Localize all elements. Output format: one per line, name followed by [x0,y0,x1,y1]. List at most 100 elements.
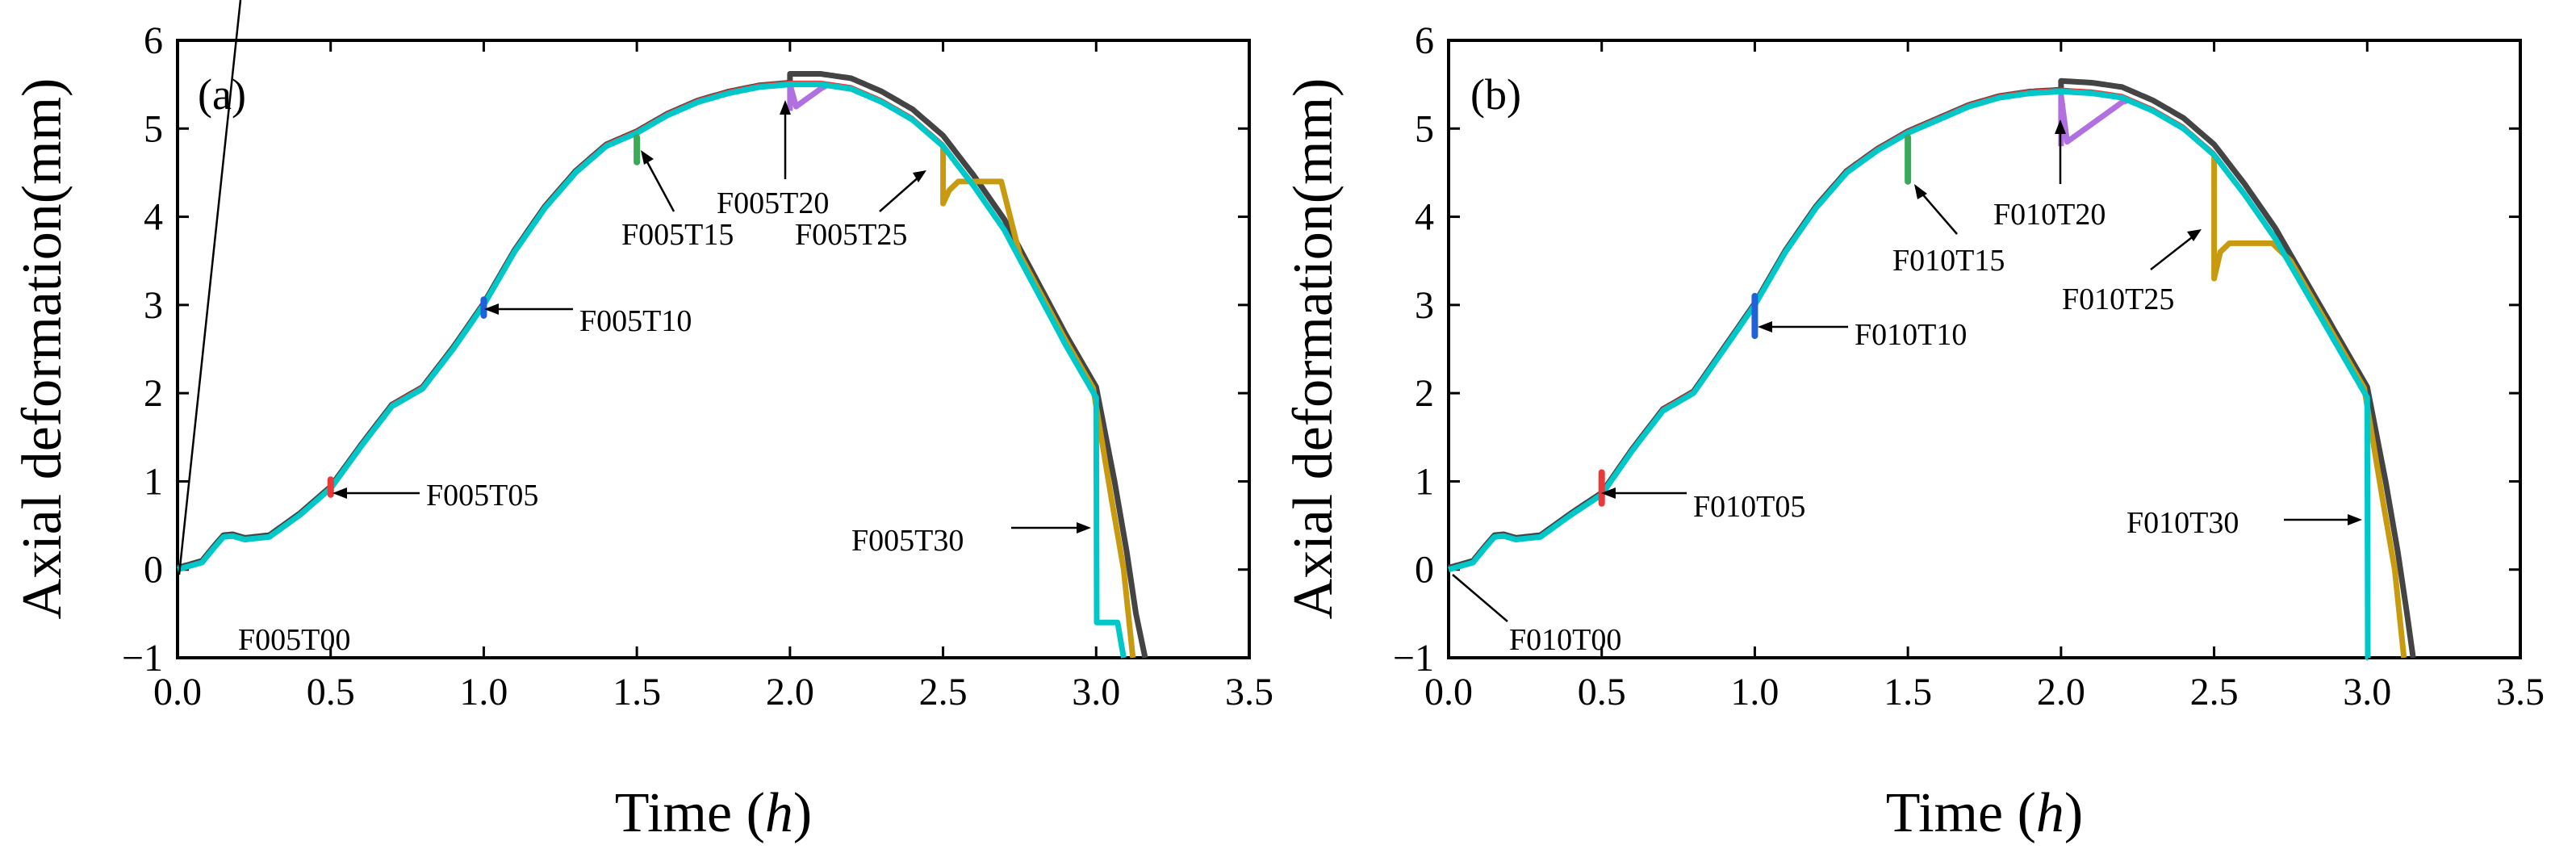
series-f005t05-trace [329,80,975,487]
arrow-f005t05-head [332,487,347,499]
series-f010t25 [2211,155,2407,659]
panel-a-xlabel-var: h [765,782,793,844]
panel-b-annotation-f010t30: F010T30 [2126,506,2362,540]
x-tick-label: 1.0 [459,671,508,713]
x-tick-label: 3.0 [1072,671,1120,713]
arrow-f010t15-line [1920,191,1958,235]
annotation-f010t20: F010T20 [1993,198,2106,232]
y-tick-label: 3 [144,284,163,327]
arrow-f010t30-head [2348,514,2362,525]
panel-a-label: (a) [198,70,246,119]
arrow-f005t30-head [1077,522,1091,533]
annotation-f010t05: F010T05 [1693,490,1805,524]
y-tick-label: −1 [122,637,163,680]
arrow-f010t05-head [1601,487,1616,499]
arrow-f005t25-head [913,170,926,182]
panel-a-curves [177,71,1148,659]
annotation-f010t15: F010T15 [1892,244,2005,278]
panel-b-annotation-f010t05: F010T05 [1601,487,1805,524]
arrow-f005t10-head [484,303,499,315]
arrow-f010t15-head [1914,184,1927,199]
annotation-f005t00: F005T00 [238,623,350,657]
panel-a-ylabel: Axial deformation(mm) [11,78,73,620]
series-f005t30 [177,71,1148,659]
series-f010t20 [2058,92,2136,147]
x-tick-label: 0.5 [1578,671,1626,713]
annotation-f005t10: F005T10 [579,304,692,338]
arrow-f010t10-head [1758,321,1772,333]
arrow-f005t00-line [178,0,242,575]
x-tick-label: 0.0 [1424,671,1473,713]
annotation-f010t25: F010T25 [2062,282,2174,316]
panel-b-ylabel: Axial deformation(mm) [1282,78,1344,620]
panel-a-annotation-f005t10: F005T10 [484,303,692,338]
x-tick-label: 1.0 [1730,671,1779,713]
panel-b-annotation-f010t25: F010T25 [2062,229,2202,316]
annotation-f005t20: F005T20 [717,186,829,220]
panel-a: 0.0 0.5 1.0 1.5 2.0 2.5 3.0 3.5 −1 0 1 2 3 4 5 6 (a) Ax… [11,0,1273,844]
y-tick-label: 4 [1415,196,1434,239]
panel-a-annotation-f005t20: F005T20 [717,100,829,220]
x-tick-label: 2.0 [2037,671,2085,713]
panel-a-annotation-f005t05: F005T05 [332,479,538,512]
x-tick-label: 1.5 [613,671,661,713]
panel-a-annotation-f005t30: F005T30 [851,522,1091,558]
x-tick-label: 0.0 [153,671,202,713]
x-tick-label: 2.5 [2190,671,2239,713]
panel-a-ticks: 0.0 0.5 1.0 1.5 2.0 2.5 3.0 3.5 −1 0 1 2 3 4 5 6 [122,19,1273,713]
annotation-f005t25: F005T25 [795,218,907,252]
series-f010t30 [1448,77,2416,659]
panel-a-annotation-f005t25: F005T25 [795,170,926,252]
panel-b-ticks: 0.0 0.5 1.0 1.5 2.0 2.5 3.0 3.5 −1 0 1 2 3 4 5 6 [1393,19,2545,713]
arrow-f005t15-line [644,158,675,212]
y-tick-label: 6 [144,19,163,62]
panel-a-annotation-f005t00: F005T00 [178,0,350,657]
panel-b-curves [1448,77,2416,661]
annotation-f010t30: F010T30 [2126,506,2239,540]
y-tick-label: 0 [144,549,163,592]
y-tick-label: −1 [1393,637,1434,680]
x-tick-label: 2.5 [919,671,968,713]
panel-a-xlabel-text: Time [615,782,732,844]
y-tick-label: 3 [1415,284,1434,327]
panel-b-annotation-f010t15: F010T15 [1892,184,2005,278]
panel-a-frame [176,39,1251,659]
annotation-f010t10: F010T10 [1855,318,1967,352]
panel-b-xlabel-var: h [2036,782,2064,844]
panel-b-frame [1447,39,2522,659]
annotation-f005t15: F005T15 [621,218,734,252]
y-tick-label: 2 [1415,372,1434,415]
panel-a-annotation-f005t15: F005T15 [621,150,734,252]
x-tick-label: 1.5 [1884,671,1932,713]
panel-b-annotation-f010t00: F010T00 [1452,574,1621,657]
y-tick-label: 4 [144,196,163,239]
arrow-f010t00-line [1452,574,1508,622]
x-tick-label: 0.5 [307,671,355,713]
panel-b-annotation-f010t10: F010T10 [1758,318,1967,352]
panel-b: 0.0 0.5 1.0 1.5 2.0 2.5 3.0 3.5 −1 0 1 2 3 4 5 6 (b) Ax… [1282,19,2545,844]
x-tick-label: 3.5 [2496,671,2545,713]
panel-b-xlabel: Time (h) [1886,782,2083,844]
panel-b-annotation-f010t20: F010T20 [1993,119,2106,232]
arrow-f005t20-head [780,100,791,115]
arrow-f005t25-line [879,175,921,212]
y-tick-label: 2 [144,372,163,415]
x-tick-label: 3.0 [2343,671,2391,713]
x-tick-label: 3.5 [1225,671,1273,713]
x-tick-label: 2.0 [766,671,814,713]
annotation-f010t00: F010T00 [1509,623,1621,657]
y-tick-label: 0 [1415,549,1434,592]
series-f005t25 [940,146,1136,659]
panel-b-label: (b) [1470,70,1521,119]
arrow-f010t25-line [2150,234,2196,270]
annotation-f005t30: F005T30 [851,524,964,558]
series-f005t00 [177,82,1127,659]
y-tick-label: 5 [1415,107,1434,150]
arrow-f010t25-head [2187,229,2202,241]
panel-b-xlabel-text: Time [1886,782,2003,844]
arrow-f010t20-head [2055,119,2066,134]
y-tick-label: 1 [1415,460,1434,503]
y-tick-label: 1 [144,460,163,503]
panel-a-xlabel: Time (h) [615,782,812,844]
